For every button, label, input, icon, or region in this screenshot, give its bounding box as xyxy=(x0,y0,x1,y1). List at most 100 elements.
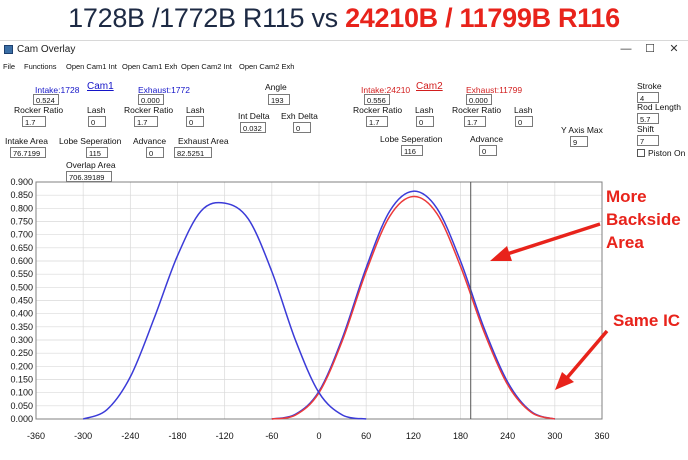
rod-length-input[interactable]: 5.7 xyxy=(637,113,659,124)
y-tick-label: 0.450 xyxy=(10,296,33,306)
y-tick-label: 0.350 xyxy=(10,322,33,332)
y-tick-label: 0.000 xyxy=(10,414,33,424)
annotation-more-1: More xyxy=(606,187,647,206)
menu-open-cam1-exh[interactable]: Open Cam1 Exh xyxy=(122,62,178,71)
cam1-lash-intake-input[interactable]: 0 xyxy=(88,116,106,127)
exh-delta-input[interactable]: 0 xyxy=(293,122,311,133)
maximize-button[interactable]: ☐ xyxy=(645,43,655,55)
int-delta-input[interactable]: 0.032 xyxy=(240,122,266,133)
menu-file[interactable]: File xyxy=(3,62,16,71)
cam1-rocker-ratio-exhaust-input[interactable]: 1.7 xyxy=(134,116,158,127)
cam1-intake-input[interactable]: 0.524 xyxy=(33,94,59,105)
angle-label: Angle xyxy=(265,82,287,92)
menu-open-cam2-exh[interactable]: Open Cam2 Exh xyxy=(239,62,295,71)
cam2-intake-label: Intake:24210 xyxy=(361,85,411,95)
lift-curves xyxy=(82,190,556,420)
x-tick-label: 120 xyxy=(406,431,421,441)
y-tick-label: 0.600 xyxy=(10,256,33,266)
cam2-lash-exhaust-input[interactable]: 0 xyxy=(515,116,533,127)
arrow-more-backside-shaft xyxy=(503,222,601,257)
plot-frame xyxy=(35,181,603,420)
intake-area-input[interactable]: 76.7199 xyxy=(10,147,46,158)
y-tick-label: 0.050 xyxy=(10,401,33,411)
angle-input[interactable]: 193 xyxy=(268,94,290,105)
cam2-rocker-ratio-intake-input[interactable]: 1.7 xyxy=(366,116,388,127)
cam2-exhaust-input[interactable]: 0.000 xyxy=(466,94,492,105)
cam2-lash-intake-input[interactable]: 0 xyxy=(416,116,434,127)
x-tick-label: -240 xyxy=(121,431,139,441)
overlap-area-label: Overlap Area xyxy=(66,160,116,170)
menu-open-cam1-int[interactable]: Open Cam1 Int xyxy=(66,62,117,71)
cam1-lash-label-1: Lash xyxy=(87,105,106,115)
exhaust-area-label: Exhaust Area xyxy=(178,136,229,146)
x-tick-label: 60 xyxy=(361,431,371,441)
exhaust-area-input[interactable]: 82.5251 xyxy=(174,147,212,158)
y-tick-label: 0.200 xyxy=(10,361,33,371)
menu-functions[interactable]: Functions xyxy=(24,62,57,71)
y-tick-label: 0.700 xyxy=(10,230,33,240)
piston-on-checkbox[interactable] xyxy=(637,149,645,157)
cam2-advance-input[interactable]: 0 xyxy=(479,145,497,156)
window-title: Cam Overlay xyxy=(17,44,76,55)
headline-vs: vs xyxy=(304,3,346,33)
exh-delta-label: Exh Delta xyxy=(281,111,318,121)
stroke-label: Stroke xyxy=(637,81,662,91)
cam2-rocker-label-1: Rocker Ratio xyxy=(353,105,403,115)
y-axis-max-label: Y Axis Max xyxy=(561,125,603,135)
overlap-area-input[interactable]: 706.39189 xyxy=(66,171,112,182)
arrow-same-ic-shaft xyxy=(564,329,609,381)
cam1-intake-label: Intake:1728 xyxy=(35,85,80,95)
annotation-more-2: Backside xyxy=(606,210,681,229)
lift-curve-series-0 xyxy=(82,201,367,420)
arrow-same-ic xyxy=(555,329,609,390)
x-tick-label: 0 xyxy=(316,431,321,441)
menu-open-cam2-int[interactable]: Open Cam2 Int xyxy=(181,62,232,71)
close-button[interactable]: ✕ xyxy=(669,43,679,55)
cam2-rocker-label-2: Rocker Ratio xyxy=(452,105,502,115)
cam2-lobe-sep-label: Lobe Seperation xyxy=(380,134,443,144)
y-axis-max-input[interactable]: 9 xyxy=(570,136,588,147)
headline: 1728B /1772B R115 vs 24210B / 11799B R11… xyxy=(0,0,688,36)
y-tick-label: 0.650 xyxy=(10,243,33,253)
cam2-lobe-sep-input[interactable]: 116 xyxy=(401,145,423,156)
y-tick-label: 0.500 xyxy=(10,282,33,292)
x-tick-label: -120 xyxy=(216,431,234,441)
chart-grid xyxy=(35,181,603,420)
cam1-lash-exhaust-input[interactable]: 0 xyxy=(186,116,204,127)
cam2-lash-label-2: Lash xyxy=(514,105,533,115)
arrow-same-ic-head xyxy=(555,372,574,390)
minimize-button[interactable]: — xyxy=(620,43,632,55)
cam1-exhaust-input[interactable]: 0.000 xyxy=(138,94,164,105)
cam1-rocker-ratio-intake-input[interactable]: 1.7 xyxy=(22,116,46,127)
cam2-rocker-ratio-exhaust-input[interactable]: 1.7 xyxy=(464,116,486,127)
arrow-more-backside-head xyxy=(490,246,512,261)
x-tick-label: -180 xyxy=(168,431,186,441)
cam-overlay-window: Cam Overlay — ☐ ✕ File Functions Open Ca… xyxy=(0,40,688,460)
cam1-lobe-sep-input[interactable]: 115 xyxy=(86,147,108,158)
x-tick-label: 180 xyxy=(453,431,468,441)
y-tick-label: 0.550 xyxy=(10,269,33,279)
cam1-advance-input[interactable]: 0 xyxy=(146,147,164,158)
x-tick-label: -60 xyxy=(265,431,278,441)
cam1-link[interactable]: Cam1 xyxy=(87,81,114,92)
cam2-lash-label-1: Lash xyxy=(415,105,434,115)
rod-length-label: Rod Length xyxy=(637,102,681,112)
cam2-link[interactable]: Cam2 xyxy=(416,81,443,92)
title-bar: Cam Overlay — ☐ ✕ xyxy=(0,41,688,59)
x-tick-label: 240 xyxy=(500,431,515,441)
x-tick-label: 300 xyxy=(547,431,562,441)
y-tick-label: 0.900 xyxy=(10,177,33,187)
stroke-input[interactable]: 4 xyxy=(637,92,659,103)
lift-chart: 0.000 0.050 0.100 0.150 0.200 0.250 0.300 0.350… xyxy=(10,177,681,441)
x-axis-labels: -360 -300 -240 -180 -120 -60 0 60 120 180 240 300 36… xyxy=(27,431,610,441)
cam2-exhaust-label: Exhaust:11799 xyxy=(466,85,523,95)
y-tick-label: 0.100 xyxy=(10,388,33,398)
y-tick-label: 0.800 xyxy=(10,203,33,213)
cam1-advance-label: Advance xyxy=(133,136,167,146)
app-icon xyxy=(4,45,13,54)
cam1-rocker-label-2: Rocker Ratio xyxy=(124,105,174,115)
cam2-intake-input[interactable]: 0.556 xyxy=(364,94,390,105)
shift-input[interactable]: 7 xyxy=(637,135,659,146)
y-tick-label: 0.850 xyxy=(10,190,33,200)
x-tick-label: 360 xyxy=(594,431,609,441)
